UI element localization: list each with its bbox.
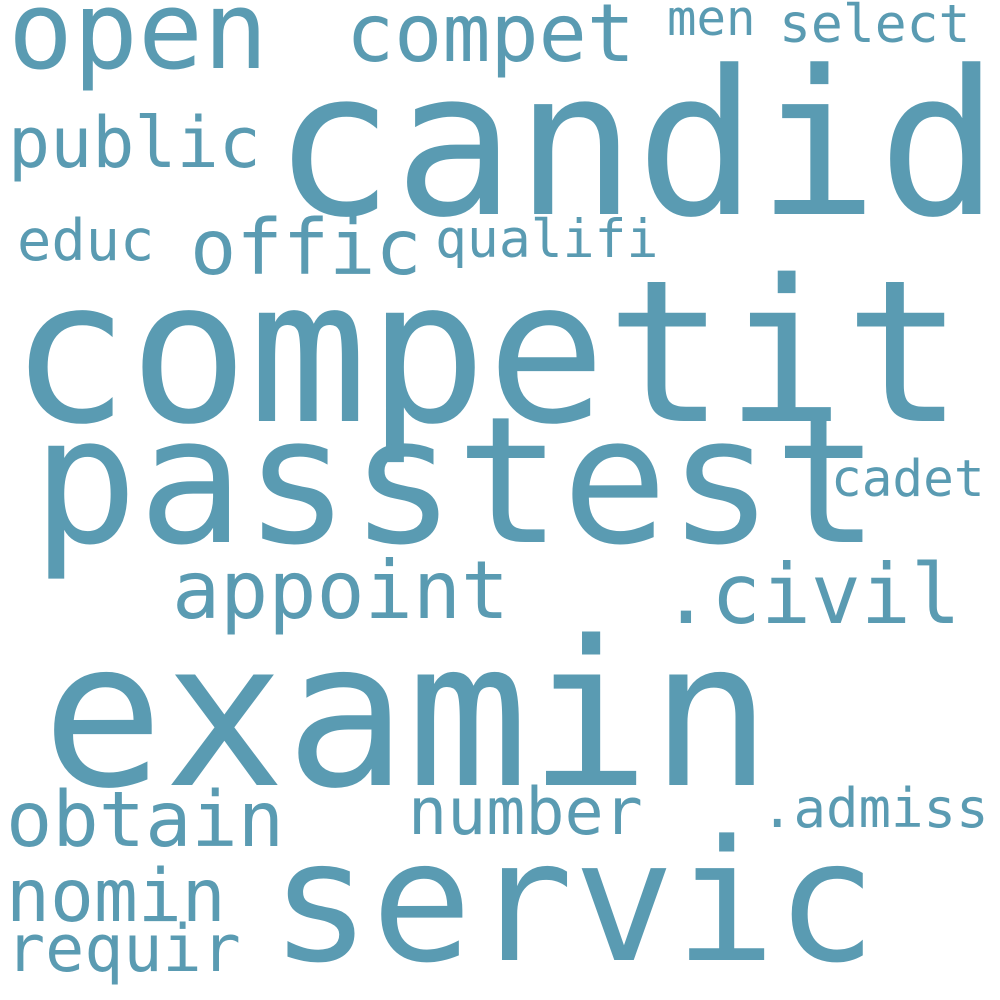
word-competit: competit	[10, 237, 964, 468]
word-public: public	[8, 102, 261, 184]
word-offic: offic	[190, 204, 422, 293]
word-civil: .civil	[661, 546, 961, 643]
word-compet: compet	[346, 0, 635, 80]
word-admiss: .admiss	[761, 777, 989, 840]
word-cadet: cadet	[831, 450, 985, 509]
word-obtain: obtain	[6, 776, 285, 865]
word-number: number	[408, 775, 643, 850]
word-examin: examin	[42, 597, 772, 833]
word-select: select	[779, 0, 971, 55]
word-qualifi: qualifi	[435, 209, 659, 270]
word-appoint: appoint	[172, 544, 510, 637]
word-passtest: passtest	[32, 379, 880, 584]
word-men: men	[667, 0, 756, 47]
word-nomin: nomin	[6, 854, 226, 939]
word-candid: candid	[273, 28, 1000, 262]
word-educ: educ	[17, 208, 155, 274]
word-open: open	[8, 0, 269, 94]
word-servic: servic	[270, 804, 877, 1000]
word-requir: requir	[6, 912, 241, 987]
